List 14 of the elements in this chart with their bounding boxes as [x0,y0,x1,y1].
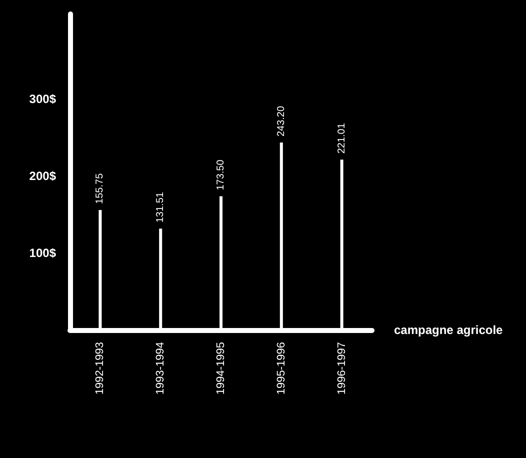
x-tick-label: 1993-1994 [154,342,167,395]
y-tick-label: 200$ [29,168,56,183]
data-label: 131.51 [155,192,166,223]
data-label: 221.01 [336,122,348,154]
y-tick-label: 100$ [29,246,56,260]
data-label: 155.75 [94,172,106,204]
x-tick-label: 1995-1996 [275,342,288,395]
x-tick-label: 1992-1993 [94,342,106,395]
x-axis-title: campagne agricole [394,323,504,337]
y-tick-label: 300$ [29,92,56,106]
x-tick-label: 1996-1997 [336,342,348,395]
x-tick-label: 1994-1995 [215,342,227,395]
data-label: 243.20 [276,106,287,137]
data-label: 173.50 [216,159,226,190]
